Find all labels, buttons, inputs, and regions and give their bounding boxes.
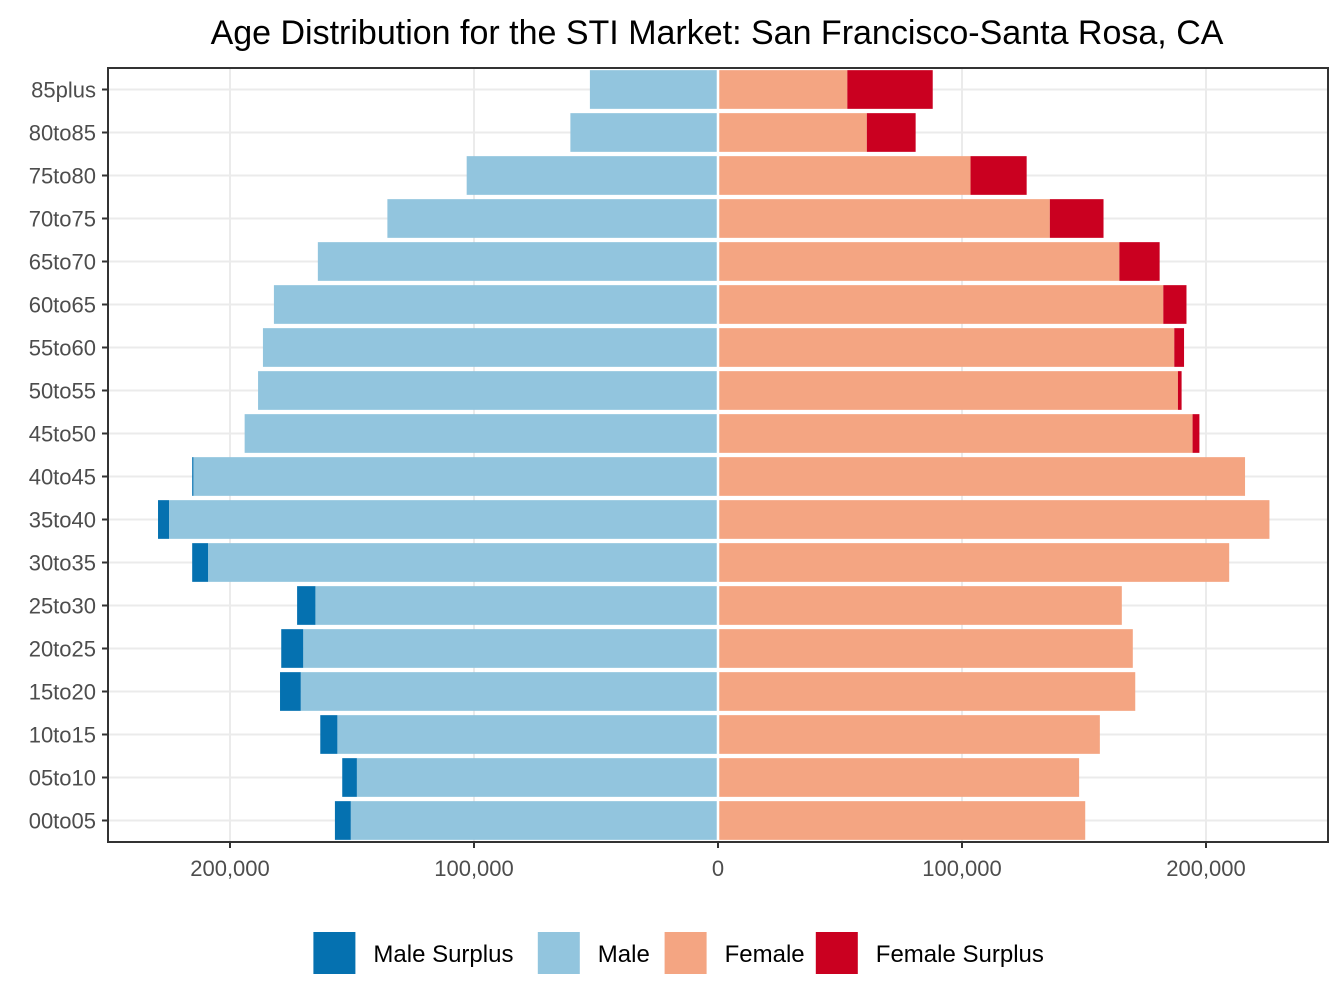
y-tick-label: 85plus bbox=[31, 78, 96, 103]
bar-male bbox=[193, 457, 718, 496]
bar-female bbox=[718, 70, 848, 109]
legend-key-female bbox=[664, 932, 707, 974]
x-tick-label: 100,000 bbox=[434, 856, 514, 881]
y-tick-label: 15to20 bbox=[29, 680, 96, 705]
y-tick-label: 20to25 bbox=[29, 637, 96, 662]
bar-male bbox=[315, 586, 718, 625]
bar-male bbox=[244, 414, 718, 453]
bar-male-surplus bbox=[192, 543, 209, 582]
y-axis: 85plus 80to85 75to80 70to75 65to70 60to65 55to… bbox=[29, 78, 108, 834]
bar-female bbox=[718, 543, 1230, 582]
bar-male bbox=[356, 758, 718, 797]
bar-male bbox=[387, 199, 718, 238]
bar-male-surplus bbox=[158, 500, 169, 539]
bar-female-surplus bbox=[1192, 414, 1200, 453]
bar-male-surplus bbox=[280, 672, 301, 711]
bar-male bbox=[208, 543, 719, 582]
bar-male bbox=[317, 242, 718, 281]
x-axis: 200,000 100,000 0 100,000 200,000 bbox=[190, 842, 1246, 881]
bar-female-surplus bbox=[866, 113, 916, 152]
bar-female bbox=[718, 199, 1050, 238]
bar-female bbox=[718, 285, 1164, 324]
bar-male bbox=[350, 801, 718, 840]
bar-female-surplus bbox=[1119, 242, 1160, 281]
bar-female bbox=[718, 500, 1270, 539]
y-tick-label: 75to80 bbox=[29, 164, 96, 189]
bar-male-surplus bbox=[281, 629, 304, 668]
bar-male bbox=[589, 70, 718, 109]
bar-male bbox=[273, 285, 718, 324]
bar-female bbox=[718, 371, 1178, 410]
bar-female bbox=[718, 715, 1100, 754]
y-tick-label: 35to40 bbox=[29, 508, 96, 533]
y-tick-label: 45to50 bbox=[29, 422, 96, 447]
legend-key-male bbox=[537, 932, 580, 974]
bar-male bbox=[303, 629, 718, 668]
bar-female bbox=[718, 586, 1122, 625]
bar-male-surplus bbox=[320, 715, 338, 754]
bar-female-surplus bbox=[1049, 199, 1104, 238]
bar-male bbox=[466, 156, 718, 195]
bar-male bbox=[169, 500, 718, 539]
legend-label: Male Surplus bbox=[373, 941, 513, 968]
y-tick-label: 25to30 bbox=[29, 594, 96, 619]
y-tick-label: 60to65 bbox=[29, 293, 96, 318]
x-tick-label: 0 bbox=[712, 856, 724, 881]
bar-male bbox=[300, 672, 718, 711]
bar-female bbox=[718, 414, 1193, 453]
y-tick-label: 40to45 bbox=[29, 465, 96, 490]
legend-key-male-surplus bbox=[313, 932, 356, 974]
legend-label: Female bbox=[725, 941, 805, 968]
y-tick-label: 80to85 bbox=[29, 121, 96, 146]
bar-female-surplus bbox=[847, 70, 933, 109]
bars bbox=[158, 70, 1270, 840]
y-tick-label: 55to60 bbox=[29, 336, 96, 361]
bar-female-surplus bbox=[1174, 328, 1185, 367]
bar-male-surplus bbox=[192, 457, 194, 496]
bar-male-surplus bbox=[334, 801, 351, 840]
bar-female bbox=[718, 113, 867, 152]
legend-label: Male bbox=[598, 941, 650, 968]
y-tick-label: 30to35 bbox=[29, 551, 96, 576]
chart-title: Age Distribution for the STI Market: San… bbox=[211, 14, 1224, 52]
bar-female bbox=[718, 328, 1175, 367]
legend: Male Surplus Male Female Female Surplus bbox=[313, 932, 1044, 974]
bar-male-surplus bbox=[342, 758, 357, 797]
y-tick-label: 70to75 bbox=[29, 207, 96, 232]
bar-female bbox=[718, 242, 1120, 281]
x-tick-label: 200,000 bbox=[190, 856, 270, 881]
bar-male bbox=[337, 715, 718, 754]
bar-female-surplus bbox=[1163, 285, 1187, 324]
bar-male bbox=[570, 113, 718, 152]
bar-female bbox=[718, 801, 1086, 840]
legend-label: Female Surplus bbox=[876, 941, 1044, 968]
bar-male bbox=[258, 371, 718, 410]
bar-female bbox=[718, 457, 1246, 496]
legend-key-female-surplus bbox=[815, 932, 858, 974]
x-tick-label: 200,000 bbox=[1166, 856, 1246, 881]
bar-male bbox=[262, 328, 718, 367]
y-tick-label: 10to15 bbox=[29, 723, 96, 748]
y-tick-label: 65to70 bbox=[29, 250, 96, 275]
bar-female bbox=[718, 758, 1080, 797]
bar-male-surplus bbox=[297, 586, 316, 625]
x-tick-label: 100,000 bbox=[922, 856, 1002, 881]
bar-female-surplus bbox=[970, 156, 1027, 195]
bar-female bbox=[718, 156, 971, 195]
y-tick-label: 50to55 bbox=[29, 379, 96, 404]
y-tick-label: 05to10 bbox=[29, 766, 96, 791]
bar-female bbox=[718, 672, 1136, 711]
bar-female bbox=[718, 629, 1133, 668]
bar-female-surplus bbox=[1177, 371, 1182, 410]
y-tick-label: 00to05 bbox=[29, 809, 96, 834]
